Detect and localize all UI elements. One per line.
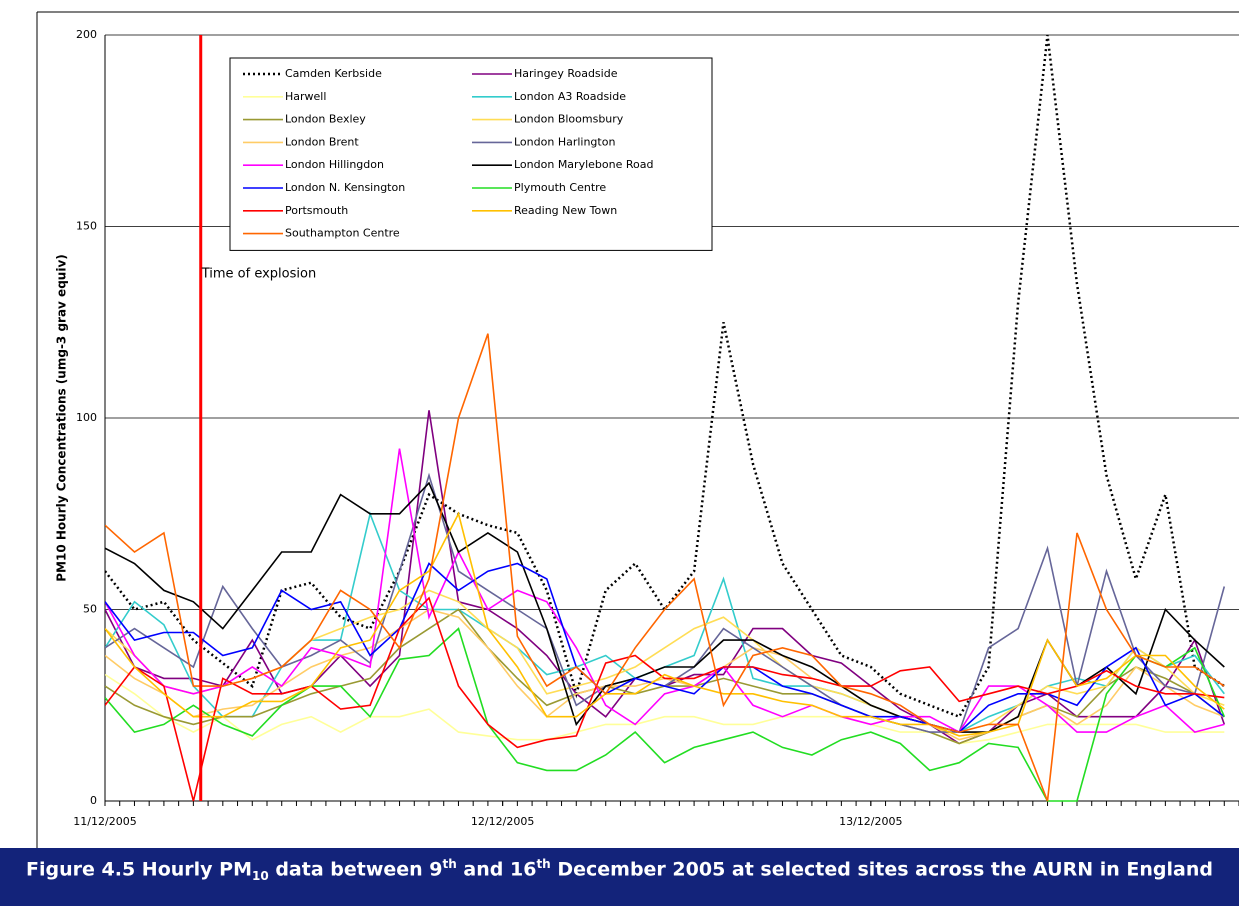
legend-label: Harwell <box>285 90 326 103</box>
y-tick-label: 200 <box>76 28 97 41</box>
series-line <box>105 333 1225 802</box>
series-line <box>105 627 1226 802</box>
legend-label: London Bexley <box>285 113 366 126</box>
legend-label: Plymouth Centre <box>514 181 606 194</box>
caption-text: December 2005 at selected sites across t… <box>550 858 1213 881</box>
series-line <box>105 511 1225 733</box>
legend-box <box>229 57 713 251</box>
legend-label: London A3 Roadside <box>514 90 626 103</box>
caption-subscript: 10 <box>252 869 269 884</box>
legend-label: London Hillingdon <box>285 158 384 171</box>
legend-label: Haringey Roadside <box>514 67 618 80</box>
legend-label: Southampton Centre <box>285 227 400 240</box>
caption-superscript: th <box>442 857 457 871</box>
caption-text: and 16 <box>456 858 537 881</box>
legend-label: London N. Kensington <box>285 181 405 194</box>
caption-text: data between 9 <box>268 858 443 881</box>
series-line <box>105 511 1225 737</box>
y-tick-label: 150 <box>76 220 97 233</box>
figure-caption: Figure 4.5 Hourly PM10 data between 9th … <box>0 848 1239 906</box>
legend-label: Reading New Town <box>514 204 617 217</box>
caption-superscript: th <box>536 857 551 871</box>
legend-label: Camden Kerbside <box>285 67 382 80</box>
caption-text: Figure 4.5 Hourly PM <box>26 858 253 881</box>
x-tick-label: 13/12/2005 <box>839 815 902 828</box>
series-line <box>105 673 1225 745</box>
y-tick-label: 100 <box>76 411 97 424</box>
series-line <box>105 596 1225 802</box>
annotation-text: Time of explosion <box>201 267 316 282</box>
series-line <box>105 562 1225 733</box>
legend-label: London Brent <box>285 135 359 148</box>
series-line <box>105 448 1225 734</box>
legend-label: London Bloomsbury <box>514 113 624 126</box>
y-axis-label: PM10 Hourly Concentrations (umg-3 grav e… <box>55 254 69 582</box>
x-tick-label: 12/12/2005 <box>471 815 534 828</box>
x-tick-label: 11/12/2005 <box>73 815 136 828</box>
legend-label: Portsmouth <box>285 204 348 217</box>
legend-label: London Harlington <box>514 135 615 148</box>
series-line <box>105 481 1225 733</box>
legend-label: London Marylebone Road <box>514 158 653 171</box>
chart: PM10 Hourly Concentrations (umg-3 grav e… <box>36 11 1239 848</box>
y-tick-label: 50 <box>83 603 97 616</box>
series-line <box>105 34 1225 719</box>
y-tick-label: 0 <box>90 794 97 807</box>
